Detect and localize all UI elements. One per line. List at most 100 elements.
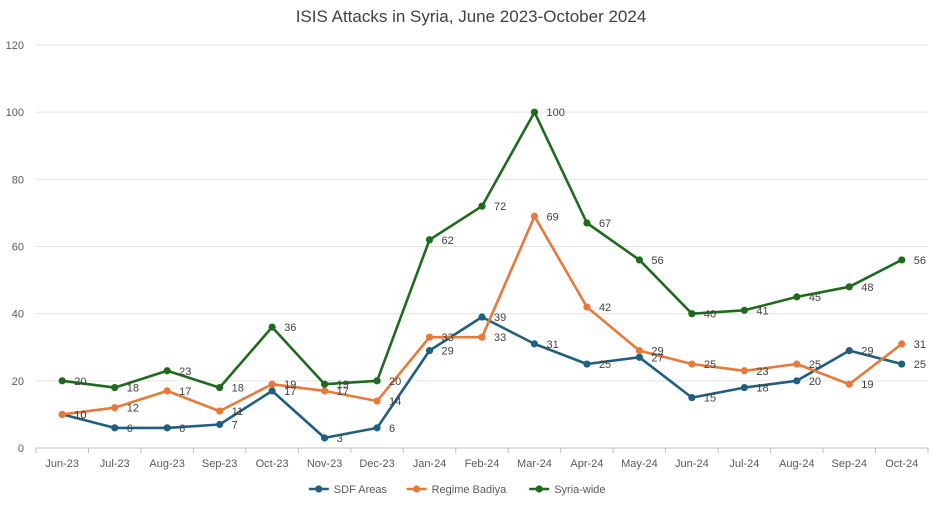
y-tick-label: 0 xyxy=(18,443,24,455)
y-tick-label: 20 xyxy=(12,376,24,388)
data-label: 20 xyxy=(809,376,821,388)
data-point xyxy=(58,410,66,419)
data-label: 23 xyxy=(179,366,191,378)
data-point xyxy=(163,424,171,432)
data-point xyxy=(688,310,696,318)
data-label: 19 xyxy=(861,379,873,391)
x-tick-label: Mar-24 xyxy=(517,458,552,470)
data-label: 100 xyxy=(546,107,564,119)
data-point xyxy=(478,333,486,341)
data-label: 6 xyxy=(179,423,185,435)
data-label: 25 xyxy=(704,359,716,371)
data-label: 23 xyxy=(756,366,768,378)
gridlines xyxy=(36,44,928,449)
data-point xyxy=(793,360,801,368)
data-label: 18 xyxy=(756,383,768,395)
data-point xyxy=(163,367,171,375)
data-label: 69 xyxy=(546,211,558,223)
x-tick-label: Dec-23 xyxy=(359,458,394,470)
data-label: 7 xyxy=(232,419,238,431)
data-label: 17 xyxy=(337,386,349,398)
x-tick-label: Sep-24 xyxy=(832,458,867,470)
data-point xyxy=(111,404,119,412)
data-label: 27 xyxy=(651,352,663,364)
data-point xyxy=(163,387,171,395)
data-label: 56 xyxy=(914,255,926,267)
data-label: 20 xyxy=(74,376,86,388)
data-point xyxy=(216,383,224,392)
data-label: 15 xyxy=(704,393,716,405)
data-label: 14 xyxy=(389,396,401,408)
legend-label: SDF Areas xyxy=(334,484,388,496)
data-label: 33 xyxy=(494,332,506,344)
x-tick-label: Apr-24 xyxy=(570,458,603,470)
data-label: 3 xyxy=(337,433,343,445)
data-label: 40 xyxy=(704,309,716,321)
data-point xyxy=(320,434,329,442)
data-label: 12 xyxy=(127,403,139,415)
data-label: 36 xyxy=(284,322,296,334)
data-label: 25 xyxy=(914,359,926,371)
data-label: 25 xyxy=(599,359,611,371)
data-point xyxy=(478,202,486,210)
data-point xyxy=(425,347,434,355)
data-point xyxy=(268,380,276,388)
data-point xyxy=(320,387,329,395)
data-point xyxy=(635,256,644,264)
data-label: 19 xyxy=(337,379,349,391)
y-tick-label: 80 xyxy=(12,174,24,186)
data-point xyxy=(373,397,381,405)
x-tick-label: Aug-24 xyxy=(779,458,814,470)
data-label: 39 xyxy=(494,312,506,324)
data-label: 42 xyxy=(599,302,611,314)
data-label: 17 xyxy=(179,386,191,398)
legend-marker xyxy=(413,485,421,493)
data-label: 31 xyxy=(914,339,926,351)
data-point xyxy=(898,360,906,368)
data-label: 25 xyxy=(809,359,821,371)
data-label: 29 xyxy=(861,346,873,358)
data-label: 20 xyxy=(389,376,401,388)
data-label: 6 xyxy=(389,423,395,435)
data-label: 33 xyxy=(442,332,454,344)
data-point xyxy=(740,306,748,314)
data-label: 29 xyxy=(651,346,663,358)
data-point xyxy=(740,383,748,392)
data-label: 41 xyxy=(756,305,768,317)
legend-marker xyxy=(315,485,323,493)
x-tick-label: Nov-23 xyxy=(307,458,342,470)
x-tick-label: Aug-23 xyxy=(149,458,184,470)
data-label: 31 xyxy=(546,339,558,351)
x-tick-label: May-24 xyxy=(621,458,658,470)
data-point xyxy=(530,212,539,220)
data-point xyxy=(688,360,696,368)
x-tick-label: Jul-23 xyxy=(100,458,130,470)
data-label: 10 xyxy=(74,409,86,421)
legend-label: Regime Badiya xyxy=(432,484,507,496)
data-point xyxy=(845,380,853,388)
data-label: 6 xyxy=(127,423,133,435)
data-point xyxy=(58,377,66,385)
data-point xyxy=(111,424,119,432)
x-tick-label: Feb-24 xyxy=(465,458,500,470)
y-tick-label: 60 xyxy=(12,242,24,254)
axes: 0 20 40 60 80 100 120 Jun-23 Jul-23 Aug-23 Sep-23 O… xyxy=(6,40,929,470)
data-point xyxy=(688,394,696,402)
data-point xyxy=(583,219,591,227)
data-label: 45 xyxy=(809,292,821,304)
data-label: 11 xyxy=(232,406,243,418)
data-point xyxy=(216,420,224,429)
data-point xyxy=(373,377,381,385)
data-point xyxy=(635,347,644,355)
data-label: 17 xyxy=(284,386,296,398)
series-line xyxy=(60,110,904,389)
data-point xyxy=(216,407,224,415)
x-tick-label: Oct-23 xyxy=(256,458,289,470)
data-point xyxy=(635,353,644,361)
data-point xyxy=(320,380,329,388)
data-label: 62 xyxy=(442,235,454,247)
legend-marker xyxy=(535,485,543,493)
data-point xyxy=(373,424,381,432)
